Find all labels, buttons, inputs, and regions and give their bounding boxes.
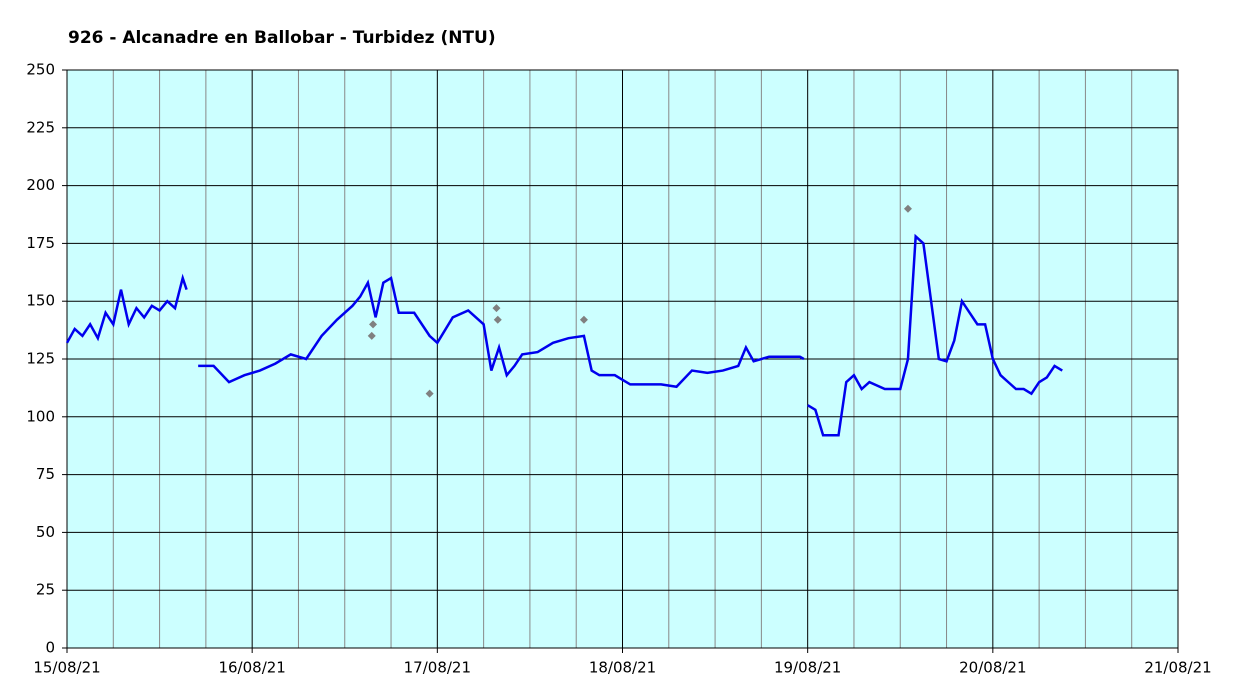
chart-title: 926 - Alcanadre en Ballobar - Turbidez (… xyxy=(68,28,496,48)
y-tick-label: 150 xyxy=(26,292,55,310)
x-tick-label: 15/08/21 xyxy=(33,659,100,677)
y-tick-label: 75 xyxy=(36,465,55,483)
point xyxy=(367,331,376,340)
y-tick-label: 250 xyxy=(26,61,55,79)
y-tick-label: 175 xyxy=(26,234,55,252)
y-tick-label: 50 xyxy=(36,523,55,541)
x-tick-label: 17/08/21 xyxy=(404,659,471,677)
line xyxy=(198,276,805,389)
plot-border xyxy=(66,69,1179,649)
point xyxy=(425,389,434,398)
point xyxy=(369,320,378,329)
point xyxy=(579,315,588,324)
x-tick-label: 21/08/21 xyxy=(1144,659,1211,677)
x-tick-label: 16/08/21 xyxy=(218,659,285,677)
point xyxy=(492,304,501,313)
x-tick-label: 19/08/21 xyxy=(774,659,841,677)
line xyxy=(65,273,188,344)
x-tick-label: 18/08/21 xyxy=(589,659,656,677)
y-tick-label: 0 xyxy=(45,639,55,657)
y-tick-label: 125 xyxy=(26,350,55,368)
x-tick-label: 20/08/21 xyxy=(959,659,1026,677)
point xyxy=(903,204,912,213)
y-tick-label: 200 xyxy=(26,176,55,194)
line xyxy=(807,233,1063,437)
y-tick-label: 25 xyxy=(36,581,55,599)
point xyxy=(493,315,502,324)
y-tick-label: 100 xyxy=(26,407,55,425)
y-tick-label: 225 xyxy=(26,118,55,136)
